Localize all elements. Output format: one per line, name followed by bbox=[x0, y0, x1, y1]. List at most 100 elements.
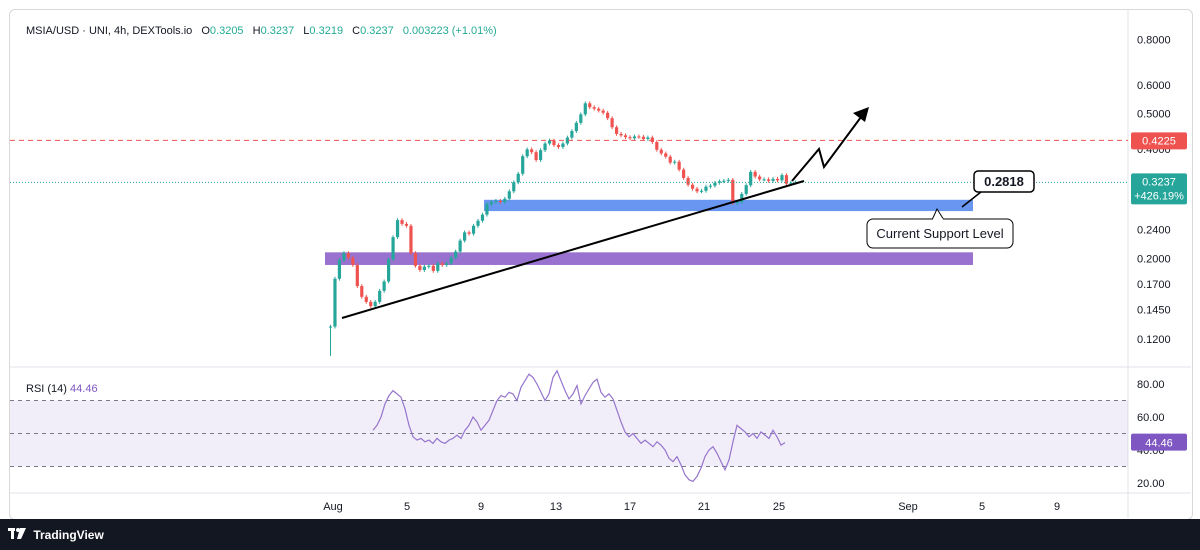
candle-body bbox=[704, 186, 708, 191]
ohlc-header: MSIA/USD · UNI, 4h, DEXTools.io O0.3205 … bbox=[26, 25, 497, 37]
candle-body bbox=[565, 137, 570, 144]
price-tick-label: 0.1700 bbox=[1137, 279, 1171, 291]
price-chart-svg[interactable]: 0.80000.60000.50000.40000.30000.24000.20… bbox=[0, 0, 1200, 519]
candle-body bbox=[601, 110, 605, 113]
candle-body bbox=[561, 143, 565, 148]
candle-body bbox=[391, 237, 395, 260]
candle-body bbox=[758, 176, 762, 180]
current-price-text: 0.3237 bbox=[1142, 176, 1176, 188]
candle-body bbox=[650, 137, 654, 143]
candle-body bbox=[382, 281, 386, 291]
rsi-value-text: 44.46 bbox=[1145, 438, 1173, 450]
candle-body bbox=[610, 118, 614, 128]
candle-body bbox=[659, 149, 663, 154]
rsi-band bbox=[10, 400, 1128, 467]
open-value: 0.3205 bbox=[209, 25, 244, 37]
candle-body bbox=[378, 290, 382, 302]
time-tick-label: 5 bbox=[979, 501, 985, 513]
candle-body bbox=[516, 173, 520, 183]
rsi-label[interactable]: RSI (14) bbox=[26, 383, 67, 395]
candle-body bbox=[333, 278, 337, 327]
candle-body bbox=[395, 220, 400, 238]
candle-body bbox=[454, 251, 458, 258]
candle-body bbox=[476, 220, 480, 226]
candle-body bbox=[413, 253, 418, 266]
candle-body bbox=[592, 107, 596, 109]
candle-body bbox=[342, 253, 346, 261]
callout-support-text: Current Support Level bbox=[876, 226, 1003, 241]
candle-body bbox=[467, 232, 471, 234]
rsi-header: RSI (14) 44.46 bbox=[26, 383, 98, 395]
time-tick-label: 21 bbox=[698, 501, 710, 513]
candle-body bbox=[606, 112, 610, 119]
support-trendline bbox=[341, 180, 805, 319]
callout-support-pointer bbox=[931, 207, 945, 221]
candle-body bbox=[449, 257, 453, 264]
close-label: C bbox=[352, 25, 361, 37]
close-value: 0.3237 bbox=[360, 25, 394, 37]
rsi-line bbox=[372, 369, 786, 483]
projection-arrow bbox=[791, 112, 865, 182]
rsi-tick-label: 60.00 bbox=[1137, 412, 1165, 424]
candle-body bbox=[619, 133, 623, 136]
candle-body bbox=[641, 136, 645, 140]
candle-body bbox=[722, 180, 726, 182]
candle-body bbox=[360, 286, 364, 297]
candle-body bbox=[637, 136, 641, 138]
tradingview-logo[interactable]: TradingView bbox=[8, 528, 104, 542]
candle-body bbox=[534, 152, 538, 161]
candle-body bbox=[570, 131, 574, 138]
candle-body bbox=[471, 225, 476, 234]
current-change-text: +426.19% bbox=[1134, 190, 1184, 202]
candle-body bbox=[458, 240, 462, 252]
candle-body bbox=[351, 257, 355, 265]
zones-layer bbox=[325, 199, 973, 265]
candle-body bbox=[525, 149, 529, 157]
candle-body bbox=[686, 177, 690, 185]
candle-body bbox=[485, 204, 489, 215]
candle-body bbox=[400, 220, 404, 224]
candle-body bbox=[717, 181, 721, 183]
labels-layer: 0.2818 Current Support Level 0.4225 0.3237 +… bbox=[866, 132, 1187, 249]
callout-price-box bbox=[973, 170, 1035, 193]
candle-body bbox=[762, 179, 766, 181]
price-tick-label: 0.1200 bbox=[1137, 334, 1171, 346]
rsi-value-badge bbox=[1131, 433, 1187, 451]
rsi-header-value: 44.46 bbox=[70, 383, 98, 395]
price-tick-label: 0.5000 bbox=[1137, 109, 1171, 121]
candle-body bbox=[588, 103, 592, 108]
time-tick-label: 25 bbox=[773, 501, 785, 513]
brand-label: TradingView bbox=[33, 528, 104, 542]
candle-body bbox=[699, 190, 704, 192]
change-value: 0.003223 (+1.01%) bbox=[402, 25, 497, 37]
candle-body bbox=[731, 179, 735, 204]
candle-body bbox=[673, 161, 677, 163]
candle-body bbox=[463, 232, 467, 241]
candle-body bbox=[726, 179, 730, 181]
candle-body bbox=[387, 259, 391, 282]
low-label: L bbox=[303, 25, 310, 37]
time-tick-label: 9 bbox=[478, 501, 484, 513]
candle-body bbox=[753, 171, 757, 177]
candle-body bbox=[735, 201, 739, 204]
time-tick-label: 17 bbox=[624, 501, 636, 513]
price-tick-label: 0.2400 bbox=[1137, 225, 1171, 237]
time-tick-label: 9 bbox=[1054, 501, 1060, 513]
candle-body bbox=[427, 265, 431, 267]
time-tick-label: 13 bbox=[550, 501, 562, 513]
candle-body bbox=[543, 143, 547, 151]
candle-body bbox=[740, 193, 744, 202]
candle-body bbox=[364, 296, 368, 302]
symbol-label[interactable]: MSIA/USD · UNI, 4h, DEXTools.io bbox=[26, 25, 193, 37]
candle-body bbox=[771, 178, 775, 181]
candle-body bbox=[373, 301, 377, 307]
time-tick-label: Aug bbox=[323, 501, 343, 513]
candle-body bbox=[445, 263, 449, 265]
candle-body bbox=[646, 137, 650, 140]
time-tick-label: 5 bbox=[404, 501, 410, 513]
rsi-tick-label: 80.00 bbox=[1137, 379, 1165, 391]
candle-body bbox=[677, 161, 681, 170]
candle-body bbox=[744, 185, 748, 194]
candle-body bbox=[628, 137, 632, 139]
candle-body bbox=[597, 108, 601, 111]
